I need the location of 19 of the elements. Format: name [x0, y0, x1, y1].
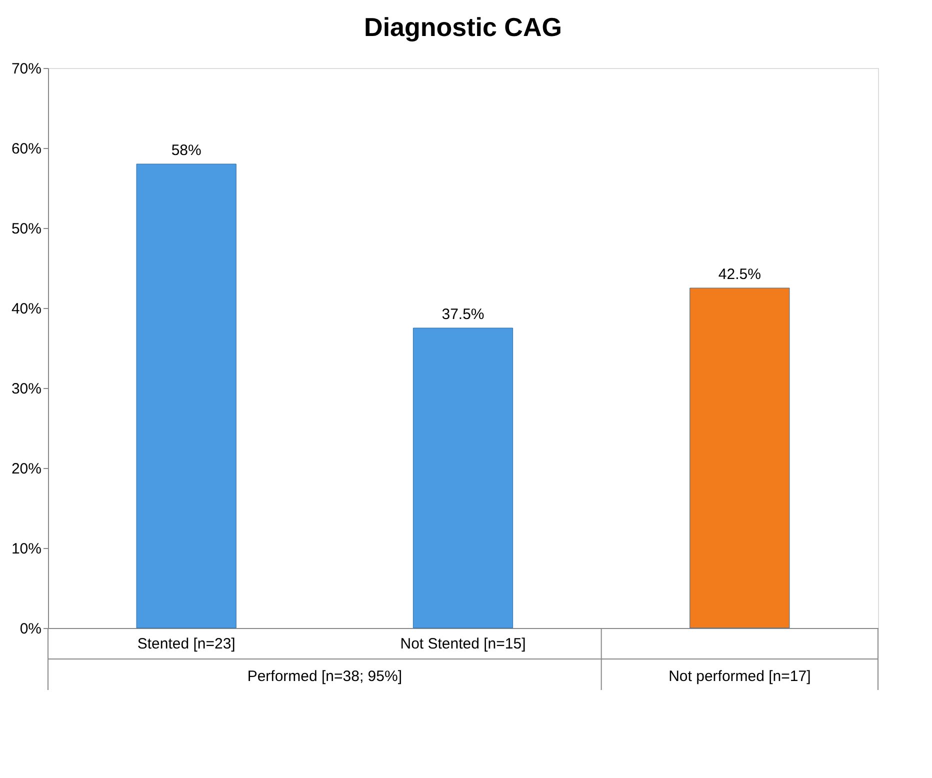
- y-tick-label: 60%: [11, 140, 42, 158]
- data-label: 58%: [171, 142, 202, 159]
- data-label: 42.5%: [718, 266, 761, 283]
- y-tick-label: 70%: [11, 60, 42, 78]
- chart-title: Diagnostic CAG: [364, 12, 562, 42]
- y-tick-label: 40%: [11, 300, 42, 318]
- bar: [136, 164, 236, 628]
- x-tick-label: Stented [n=23]: [137, 636, 236, 652]
- bar: [690, 288, 790, 628]
- bar: [412, 328, 514, 628]
- text: Performed [n=38; 95%]: [247, 668, 402, 685]
- data-label: 37.5%: [442, 306, 484, 323]
- text: Not performed [n=17]: [668, 668, 811, 685]
- y-tick-label: 20%: [11, 460, 42, 478]
- x-tick-label: Not Stented [n=15]: [400, 636, 526, 652]
- y-tick-label: 30%: [11, 380, 42, 398]
- y-tick-label: 0%: [20, 620, 42, 638]
- y-tick-label: 50%: [11, 220, 42, 238]
- y-tick-label: 10%: [11, 540, 42, 558]
